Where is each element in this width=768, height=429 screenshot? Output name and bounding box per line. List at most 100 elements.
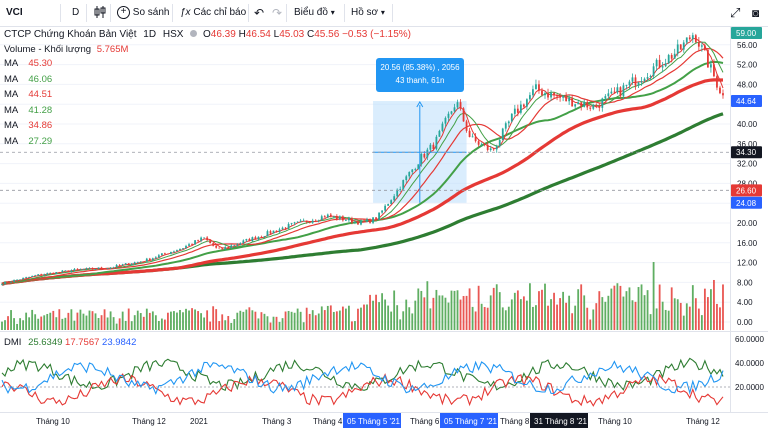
ma-legend-row: MA 46.06: [4, 74, 52, 85]
candle-body: [716, 76, 718, 88]
candle-body: [326, 214, 329, 218]
volume-bar: [103, 309, 106, 330]
volume-bar: [145, 308, 148, 330]
candle-body: [595, 104, 598, 106]
candle-body: [583, 101, 586, 107]
candle-body: [275, 230, 278, 232]
candle-body: [417, 164, 420, 170]
candle-body: [541, 90, 543, 96]
symbol-search[interactable]: VCI: [6, 7, 23, 18]
candle-body: [154, 257, 157, 259]
candle-body: [94, 268, 97, 270]
profile-menu-label: Hồ sơ: [351, 7, 379, 18]
candle-body: [516, 108, 519, 113]
candle-body: [284, 227, 287, 229]
axes: 56.0052.0048.0044.0040.0036.0032.0028.00…: [0, 27, 768, 428]
undo-icon[interactable]: ↶: [254, 6, 265, 20]
volume-bar: [625, 291, 628, 330]
candle-body: [387, 204, 390, 206]
candle-body: [200, 237, 203, 241]
candle-body: [338, 216, 341, 220]
volume-bar: [649, 314, 652, 330]
candle-body: [652, 66, 655, 76]
candle-body: [396, 189, 399, 197]
indicators-button[interactable]: ƒx Các chỉ báo: [180, 0, 246, 26]
volume-bar: [420, 290, 423, 330]
dmi-minus-di-line: [1, 373, 724, 407]
volume-bar: [456, 290, 459, 330]
time-highlight-label: 05 Tháng 7 '21: [444, 417, 498, 426]
volume-bar: [266, 316, 269, 330]
candle-body: [142, 261, 145, 263]
candle-body: [22, 277, 25, 280]
volume-bar: [722, 284, 724, 330]
volume-bar: [329, 305, 332, 330]
volume-bar: [127, 308, 130, 330]
volume-bar: [381, 293, 384, 330]
volume-bar: [504, 310, 507, 330]
volume-bar: [112, 317, 115, 330]
moving-averages: [1, 37, 724, 286]
candle-body: [411, 169, 414, 173]
candle-body: [697, 42, 700, 47]
chart-canvas[interactable]: 56.0052.0048.0044.0040.0036.0032.0028.00…: [0, 27, 768, 429]
redo-icon[interactable]: ↷: [272, 6, 283, 20]
volume-bar: [679, 302, 682, 330]
price-tag: [731, 95, 762, 108]
profile-menu[interactable]: Hồ sơ ▾: [351, 0, 385, 26]
candle-body: [139, 261, 142, 263]
candle-body: [260, 236, 263, 238]
time-tick-label: 2021: [190, 417, 208, 426]
camera-icon[interactable]: ◙: [752, 6, 760, 20]
candle-body: [281, 227, 284, 230]
volume-bar: [631, 300, 634, 330]
candle-body: [556, 95, 558, 97]
volume-bar: [79, 309, 82, 330]
candle-body: [85, 268, 88, 270]
volume-bar: [10, 310, 12, 330]
volume-bar: [281, 318, 284, 330]
ma-legend-row: MA 44.51: [4, 89, 52, 100]
indicators-label: Các chỉ báo: [193, 7, 247, 18]
volume-bar: [444, 297, 447, 330]
candle-body: [426, 149, 429, 158]
candle-body: [308, 222, 311, 223]
chart-type-menu[interactable]: Biểu đồ ▾: [294, 0, 335, 26]
volume-bar: [133, 315, 136, 330]
legend-interval: 1D: [143, 29, 157, 40]
volume-bar: [230, 322, 233, 330]
volume-bar: [492, 287, 495, 330]
candle-body: [565, 95, 568, 102]
candle-body: [713, 64, 715, 77]
volume-bar: [37, 318, 40, 330]
candle-body: [604, 96, 607, 99]
candle-body: [194, 240, 196, 245]
measure-line1: 20.56 (85.38%) , 2056: [380, 63, 460, 72]
fullscreen-icon[interactable]: ⤢: [730, 5, 741, 20]
volume-bar: [529, 283, 531, 330]
volume-bar: [16, 323, 18, 330]
volume-bar: [616, 283, 619, 330]
candle-body: [52, 272, 55, 274]
candle-body: [46, 273, 49, 275]
dmi-indicator: [0, 357, 730, 407]
candle-body: [519, 104, 522, 113]
candle-body: [667, 55, 670, 64]
volume-bar: [314, 315, 317, 330]
interval-selector[interactable]: D: [72, 7, 80, 18]
ma-legend-row: MA 34.86: [4, 120, 52, 131]
volume-bar: [73, 320, 76, 330]
volume-bar: [58, 309, 61, 330]
volume-bar: [299, 311, 302, 330]
candle-style-icon[interactable]: [94, 0, 106, 26]
volume-bar: [429, 308, 432, 330]
toolbar-separator: [344, 4, 345, 22]
candle-body: [366, 219, 368, 222]
measure-arrows: [0, 101, 730, 203]
volume-bar: [453, 290, 456, 330]
candle-body: [544, 93, 546, 96]
volume-bar: [390, 311, 393, 330]
price-tick-label: 28.00: [737, 179, 758, 188]
compare-button[interactable]: + So sánh: [117, 0, 169, 26]
candle-body: [100, 267, 103, 269]
